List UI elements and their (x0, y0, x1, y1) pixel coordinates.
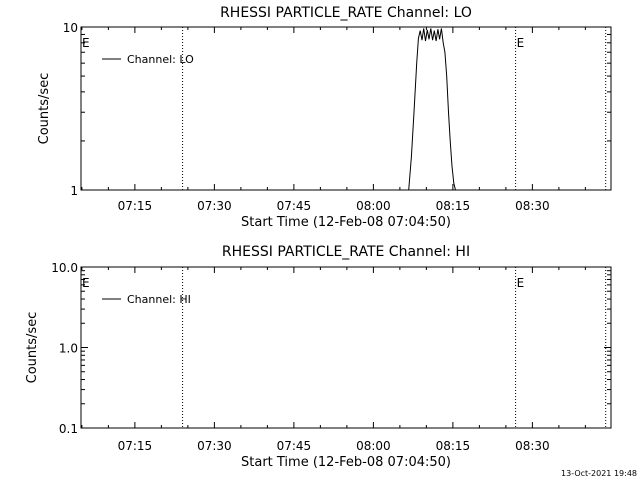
x-tick-label: 08:15 (436, 439, 471, 453)
x-tick-label: 08:00 (356, 199, 391, 213)
chart-title: RHESSI PARTICLE_RATE Channel: LO (220, 5, 472, 21)
timestamp: 13-Oct-2021 19:48 (561, 469, 637, 478)
series-line (408, 28, 456, 191)
y-tick-label: 0.1 (59, 422, 78, 436)
y-axis-label: Counts/sec (25, 312, 40, 384)
x-tick-label: 07:45 (277, 439, 312, 453)
y-tick-label: 1.0 (59, 342, 78, 356)
event-marker-label: E (517, 36, 525, 50)
y-tick-label: 1 (70, 184, 78, 198)
plot-frame (80, 266, 612, 429)
x-tick-label: 07:30 (197, 439, 232, 453)
y-tick-label: 10 (63, 21, 78, 35)
x-tick-label: 08:00 (356, 439, 391, 453)
x-tick-label: 07:15 (118, 439, 153, 453)
y-tick-label: 10.0 (51, 261, 78, 275)
plot-frame (80, 26, 612, 191)
legend-label: Channel: LO (127, 53, 194, 66)
x-tick-label: 08:30 (515, 439, 550, 453)
legend-label: Channel: HI (127, 293, 191, 306)
event-marker-label: E (517, 276, 525, 290)
x-tick-label: 08:30 (515, 199, 550, 213)
x-tick-label: 07:15 (118, 199, 153, 213)
x-tick-label: 07:45 (277, 199, 312, 213)
x-tick-label: 07:30 (197, 199, 232, 213)
x-axis-label: Start Time (12-Feb-08 07:04:50) (241, 455, 451, 470)
event-marker-label: E (82, 36, 90, 50)
chart-title: RHESSI PARTICLE_RATE Channel: HI (222, 244, 470, 260)
event-marker-label: E (82, 276, 90, 290)
y-axis-label: Counts/sec (37, 73, 52, 145)
x-tick-label: 08:15 (436, 199, 471, 213)
x-axis-label: Start Time (12-Feb-08 07:04:50) (241, 215, 451, 230)
